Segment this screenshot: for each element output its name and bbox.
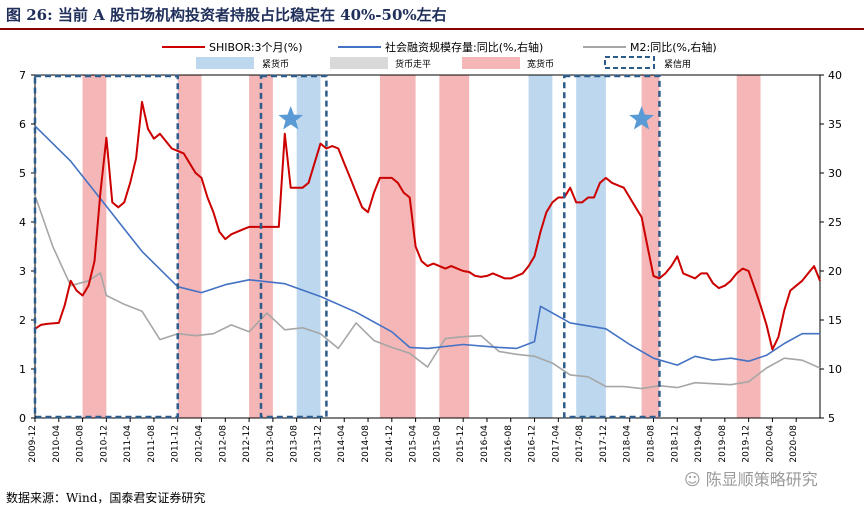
x-tick-label: 2016-08 <box>504 425 514 463</box>
figure-title: 图 26: 当前 A 股市场机构投资者持股占比稳定在 40%-50%左右 <box>6 6 447 24</box>
x-tick-label: 2013-08 <box>290 425 300 463</box>
legend-swatch-tight-money <box>196 57 254 69</box>
tight-credit-box-1 <box>259 74 328 419</box>
legend-label-shibor: SHIBOR:3个月(%) <box>209 41 303 54</box>
tight-credit-box-0 <box>33 74 179 419</box>
band-loose-8 <box>641 75 660 418</box>
series-lines <box>34 100 821 390</box>
legend-label-loose-money: 宽货币 <box>527 58 554 70</box>
x-tick-label: 2012-12 <box>242 425 252 463</box>
y-right-tick-label: 15 <box>828 314 842 327</box>
x-tick-label: 2019-08 <box>718 425 728 463</box>
y-left-tick-label: 4 <box>19 216 26 229</box>
y-right-tick-label: 30 <box>828 167 842 180</box>
band-loose-0 <box>82 75 107 418</box>
x-tick-label: 2009-12 <box>28 425 38 463</box>
x-tick-label: 2010-12 <box>99 425 109 463</box>
x-tick-label: 2015-08 <box>432 425 442 463</box>
y-left-tick-label: 7 <box>19 69 26 82</box>
x-tick-label: 2016-04 <box>480 425 490 463</box>
legend-swatch-loose-money <box>462 57 520 69</box>
y-left-tick-label: 6 <box>19 118 26 131</box>
y-left-tick-label: 0 <box>19 412 26 425</box>
x-tick-label: 2014-04 <box>337 425 347 463</box>
series-line-social-financing <box>34 125 820 366</box>
legend-label-social-financing: 社会融资规模存量:同比(%,右轴) <box>385 40 543 54</box>
x-tick-label: 2017-12 <box>599 425 609 463</box>
x-tick-label: 2013-04 <box>266 425 276 463</box>
series-line-m2 <box>34 195 821 390</box>
y-right-tick-label: 10 <box>828 363 842 376</box>
x-tick-label: 2017-08 <box>575 425 585 463</box>
band-loose-9 <box>736 75 761 418</box>
x-tick-label: 2020-04 <box>765 425 775 463</box>
y-left-tick-label: 5 <box>19 167 26 180</box>
legend-label-neutral-money: 货币走平 <box>395 58 431 70</box>
legend-swatch-tight-credit <box>604 56 655 69</box>
band-tight-3 <box>296 75 321 418</box>
band-tight-6 <box>528 75 553 418</box>
x-tick-label: 2011-12 <box>171 425 181 463</box>
tight-credit-box-2 <box>563 74 661 419</box>
x-tick-label: 2020-08 <box>789 425 799 463</box>
y-right-tick-label: 35 <box>828 118 842 131</box>
x-tick-label: 2017-04 <box>551 425 561 463</box>
x-tick-label: 2010-04 <box>52 425 62 463</box>
series-line-shibor <box>34 100 821 351</box>
x-tick-label: 2013-12 <box>313 425 323 463</box>
y-right-tick-label: 20 <box>828 265 842 278</box>
x-tick-label: 2011-08 <box>147 425 157 463</box>
band-loose-1 <box>177 75 202 418</box>
plot-frame <box>34 74 821 419</box>
title-rule <box>0 28 864 30</box>
x-tick-label: 2011-04 <box>123 425 133 463</box>
watermark: ☺ 陈显顺策略研究 <box>684 466 818 490</box>
band-tight-7 <box>576 75 606 418</box>
x-tick-label: 2018-12 <box>670 425 680 463</box>
stars <box>278 106 654 130</box>
x-tick-label: 2018-04 <box>623 425 633 463</box>
axes: 0 1 2 3 4 5 6 7 5 10 15 20 25 30 35 40 2009-12 2010-04 201… <box>19 69 842 463</box>
y-left-tick-label: 2 <box>19 314 26 327</box>
x-tick-label: 2012-08 <box>218 425 228 463</box>
x-tick-label: 2019-12 <box>742 425 752 463</box>
y-right-tick-label: 40 <box>828 69 842 82</box>
x-tick-label: 2015-12 <box>456 425 466 463</box>
star-icon <box>278 106 304 130</box>
x-tick-label: 2016-12 <box>528 425 538 463</box>
y-left-tick-label: 1 <box>19 363 26 376</box>
y-left-tick-label: 3 <box>19 265 26 278</box>
x-tick-label: 2015-04 <box>409 425 419 463</box>
x-tick-label: 2012-04 <box>195 425 205 463</box>
y-right-tick-label: 25 <box>828 216 842 229</box>
legend: SHIBOR:3个月(%) 社会融资规模存量:同比(%,右轴) M2:同比(%,… <box>162 40 717 70</box>
band-loose-4 <box>379 75 416 418</box>
legend-swatch-neutral-money <box>330 57 388 69</box>
band-loose-5 <box>439 75 470 418</box>
star-icon <box>629 106 654 130</box>
x-tick-label: 2018-08 <box>646 425 656 463</box>
legend-label-m2: M2:同比(%,右轴) <box>630 40 717 54</box>
x-tick-label: 2014-08 <box>361 425 371 463</box>
x-tick-label: 2010-08 <box>76 425 86 463</box>
legend-label-tight-money: 紧货币 <box>262 58 289 70</box>
x-tick-label: 2019-04 <box>694 425 704 463</box>
legend-label-tight-credit: 紧信用 <box>664 58 691 70</box>
wechat-icon: ☺ <box>684 470 701 489</box>
watermark-text: 陈显顺策略研究 <box>705 470 818 489</box>
x-tick-label: 2014-12 <box>385 425 395 463</box>
source-note: 数据来源：Wind，国泰君安证券研究 <box>6 491 206 505</box>
credit-boxes <box>33 74 661 419</box>
y-right-tick-label: 5 <box>828 412 835 425</box>
policy-bands <box>82 75 761 418</box>
